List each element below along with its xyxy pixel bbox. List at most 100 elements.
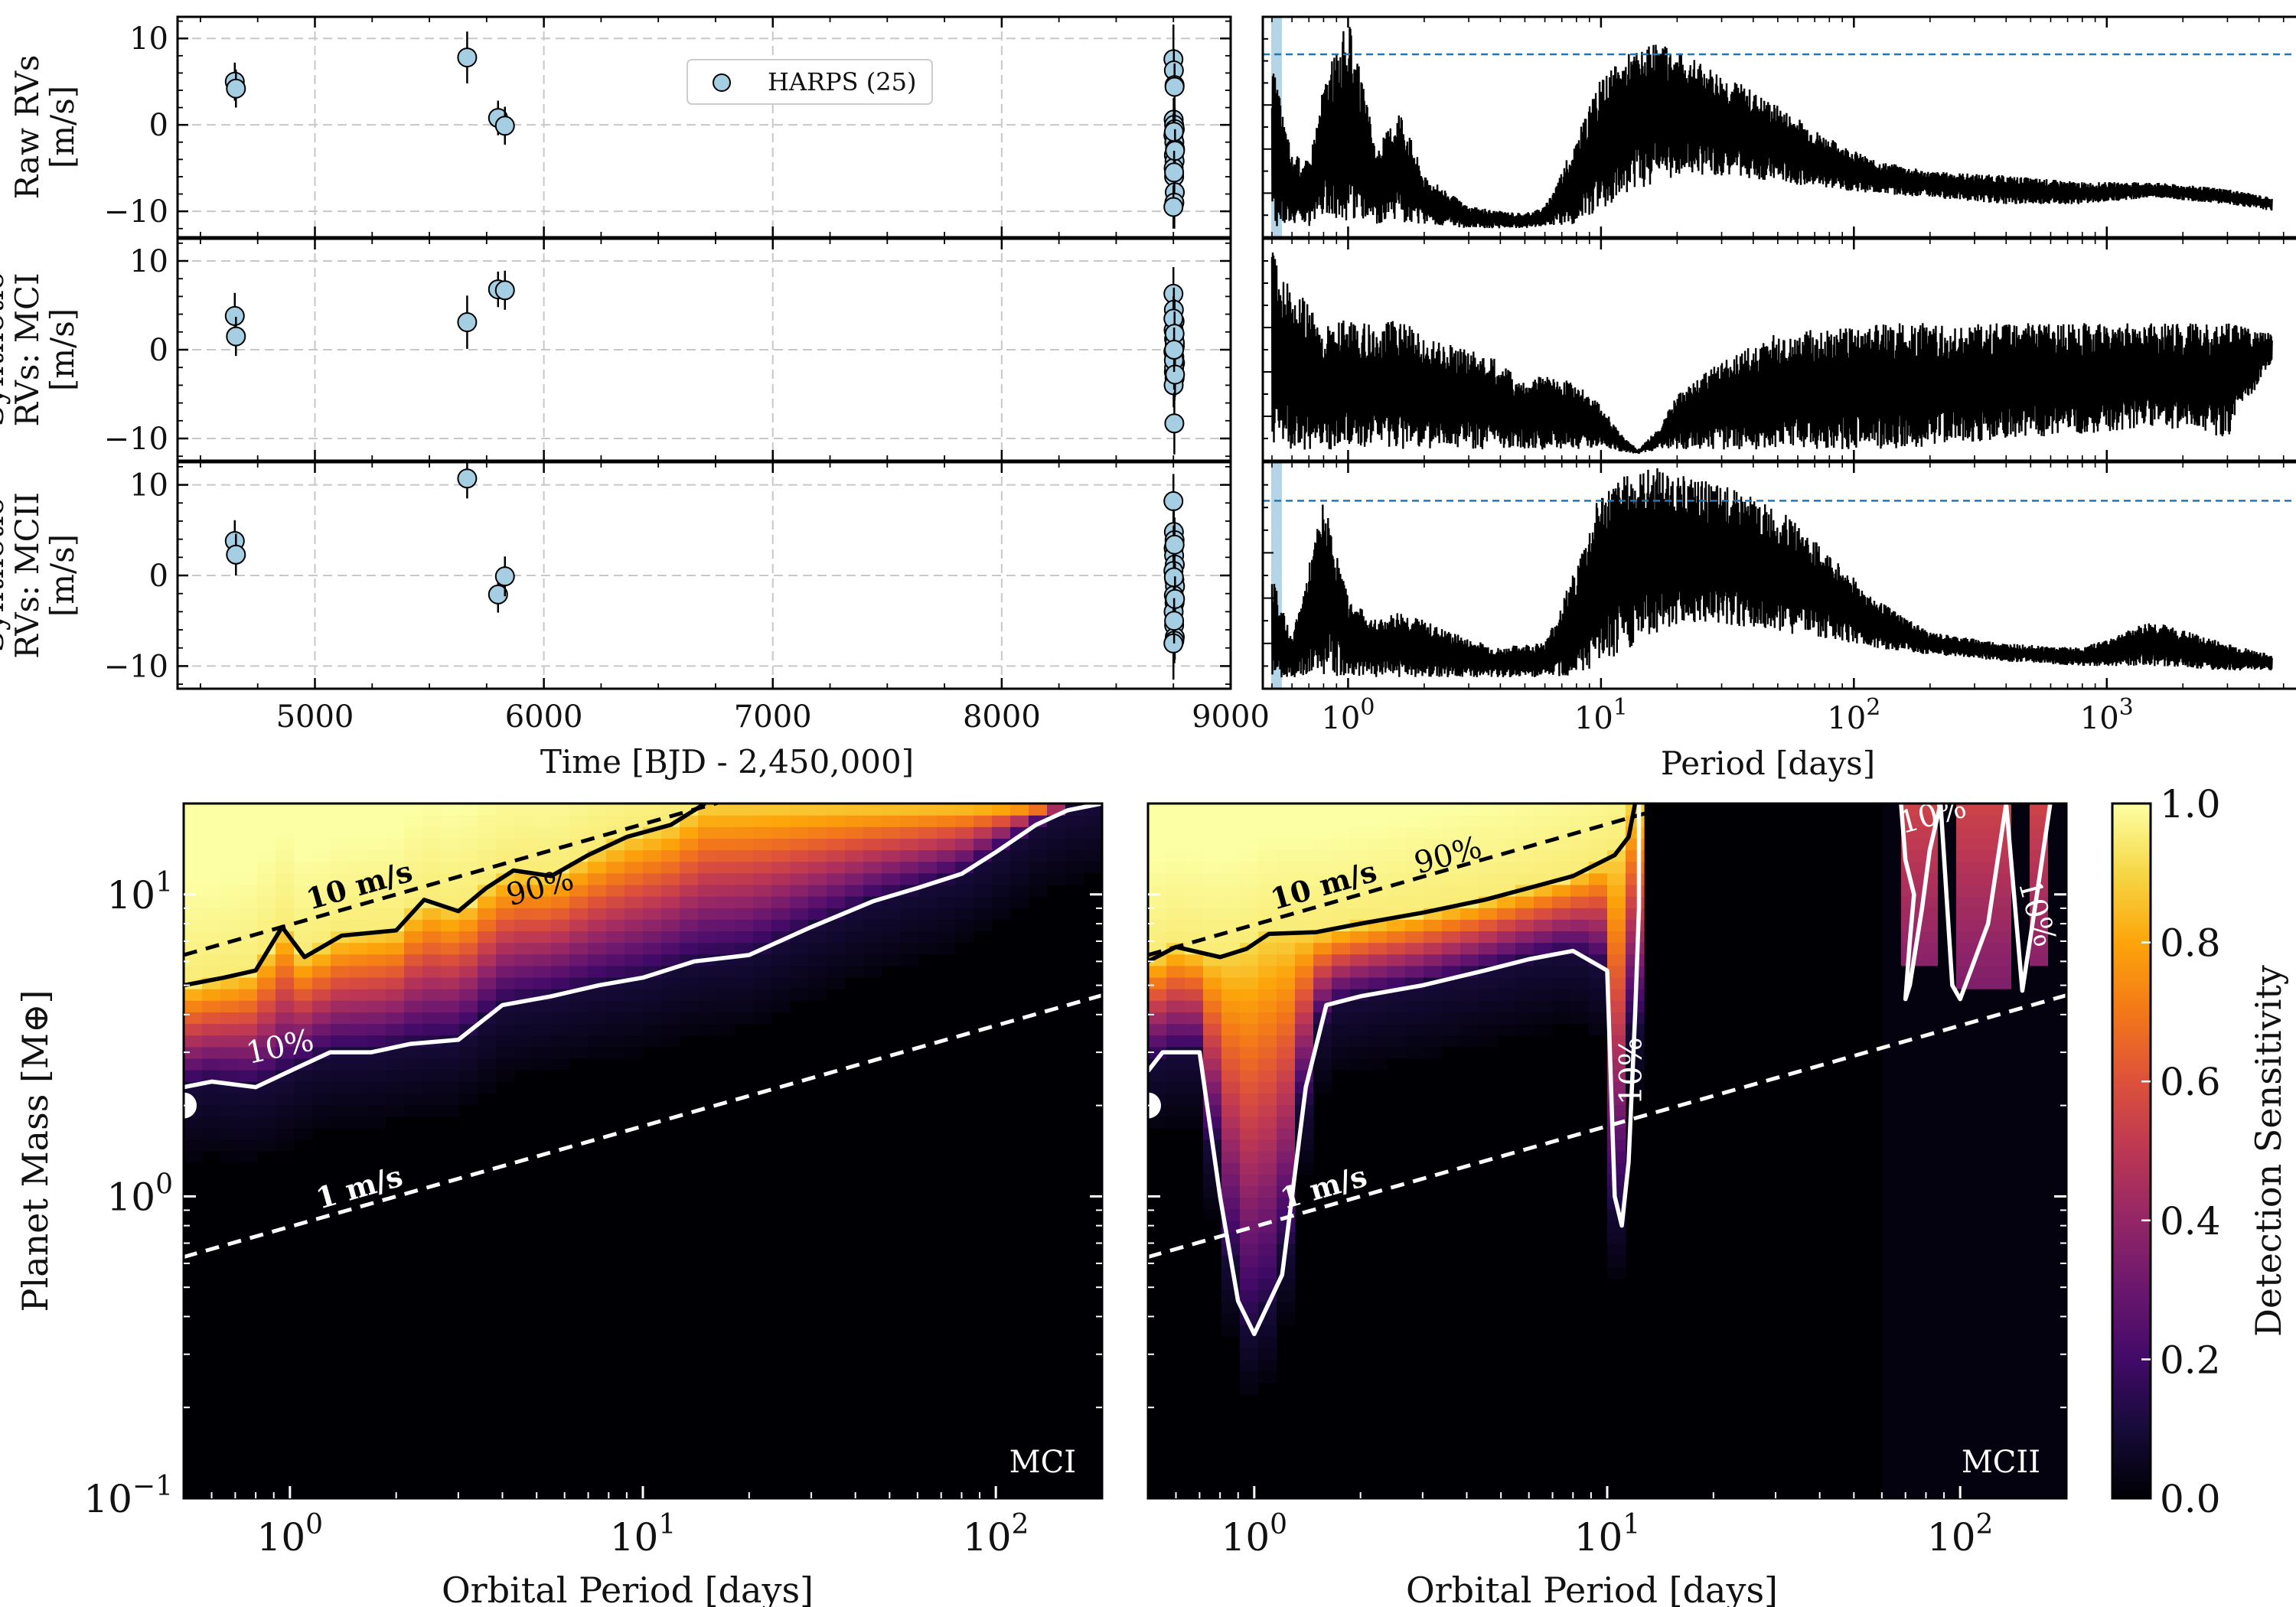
heatmap-cell (184, 1151, 203, 1163)
heatmap-cell (1901, 1348, 1920, 1360)
heatmap-cell (1258, 1093, 1277, 1105)
heatmap-cell (1277, 1093, 1296, 1105)
periodogram-line (1270, 27, 2273, 229)
heatmap-cell (257, 965, 276, 978)
heatmap-cell (276, 804, 295, 816)
heatmap-cell (514, 965, 533, 978)
heatmap-cell (1350, 815, 1369, 827)
heatmap-cell (184, 849, 203, 862)
heatmap-cell (1589, 884, 1608, 897)
heatmap-cell (1221, 1012, 1241, 1025)
panel-tag: MCI (1009, 1445, 1076, 1480)
heatmap-cell (1460, 1000, 1479, 1012)
heatmap-cell (239, 804, 258, 816)
heatmap-cell (1919, 931, 1939, 944)
heatmap-cell (349, 838, 368, 851)
heatmap-cell (2011, 1151, 2030, 1163)
heatmap-cell (422, 826, 442, 839)
heatmap-cell (2048, 861, 2066, 874)
heatmap-cell (606, 965, 625, 978)
heatmap-cell (1277, 965, 1296, 978)
heatmap-cell (1975, 1266, 1994, 1279)
heatmap-cell (1185, 965, 1204, 978)
heatmap-cell (1240, 1116, 1259, 1129)
heatmap-cell (753, 908, 772, 920)
heatmap-cell (1148, 977, 1167, 989)
heatmap-cell (367, 1116, 386, 1129)
heatmap-cell (1515, 815, 1534, 827)
heatmap-cell (2011, 826, 2030, 839)
heatmap-cell (1938, 1208, 1957, 1221)
heatmap-cell (1368, 965, 1388, 978)
heatmap-cell (1332, 896, 1351, 908)
heatmap-cell (2011, 1266, 2030, 1279)
heatmap-cell (441, 838, 460, 851)
heatmap-cell (1240, 815, 1259, 827)
heatmap-cell (441, 1000, 460, 1012)
heatmap-cell (753, 861, 772, 874)
heatmap-cell (1515, 919, 1534, 931)
heatmap-cell (1148, 1116, 1167, 1129)
heatmap-cell (588, 989, 607, 1001)
heatmap-cell (1148, 989, 1167, 1001)
heatmap-cell (1883, 1486, 1902, 1498)
heatmap-cell (1938, 1012, 1957, 1025)
heatmap-cell (1332, 1046, 1351, 1059)
heatmap-cell (1313, 861, 1332, 874)
heatmap-cell (1956, 1417, 1975, 1429)
heatmap-cell (569, 1023, 589, 1036)
heatmap-cell (606, 896, 625, 908)
heatmap-cell (459, 965, 478, 978)
heatmap-cell (1368, 1058, 1388, 1071)
heatmap-cell (478, 826, 497, 839)
heatmap-cell (441, 1104, 460, 1117)
heatmap-cell (1442, 908, 1461, 920)
heatmap-cell (1221, 1081, 1241, 1094)
heatmap-cell (1956, 896, 1975, 908)
heatmap-cell (845, 953, 864, 966)
heatmap-cell (643, 861, 662, 874)
heatmap-cell (478, 977, 497, 989)
heatmap-cell (1258, 1127, 1277, 1140)
heatmap-cell (1626, 919, 1645, 931)
heatmap-cell (312, 919, 331, 931)
heatmap-cell (533, 953, 552, 966)
heatmap-cell (1203, 849, 1222, 862)
heatmap-cell (1883, 1070, 1902, 1082)
heatmap-cell (514, 815, 533, 827)
heatmap-cell (1166, 838, 1186, 851)
heatmap-cell (367, 849, 386, 862)
heatmap-cell (386, 1012, 405, 1025)
heatmap-cell (1258, 1035, 1277, 1048)
heatmap-cell (496, 953, 515, 966)
heatmap-cell (2030, 1220, 2049, 1233)
heatmap-cell (1203, 1058, 1222, 1071)
heatmap-cell (808, 849, 827, 862)
heatmap-cell (367, 1070, 386, 1082)
heatmap-cell (1956, 1000, 1975, 1012)
colorbar-tick-label: 0.6 (2160, 1060, 2221, 1104)
heatmap-cell (863, 838, 882, 851)
heatmap-cell (404, 804, 423, 816)
heatmap-cell (1570, 884, 1590, 897)
heatmap-cell (1460, 1023, 1479, 1036)
heatmap-cell (367, 1023, 386, 1036)
heatmap-cell (1883, 1185, 1902, 1198)
data-point (1163, 491, 1184, 511)
heatmap-cell (1148, 965, 1167, 978)
heatmap-cell (845, 965, 864, 978)
heatmap-cell (1295, 965, 1314, 978)
heatmap-cell (1901, 1104, 1920, 1117)
heatmap-cell (331, 838, 350, 851)
heatmap-cell (992, 861, 1011, 874)
heatmap-cell (1350, 861, 1369, 874)
heatmap-cell (2048, 872, 2066, 885)
heatmap-cell (569, 1046, 589, 1059)
heatmap-cell (239, 1058, 258, 1071)
heatmap-cell (1148, 1023, 1167, 1036)
heatmap-cell (1497, 838, 1516, 851)
heatmap-cell (2011, 872, 2030, 885)
heatmap-cell (1350, 849, 1369, 862)
heatmap-cell (1442, 1000, 1461, 1012)
y-tick-base: 10 (106, 1175, 155, 1219)
